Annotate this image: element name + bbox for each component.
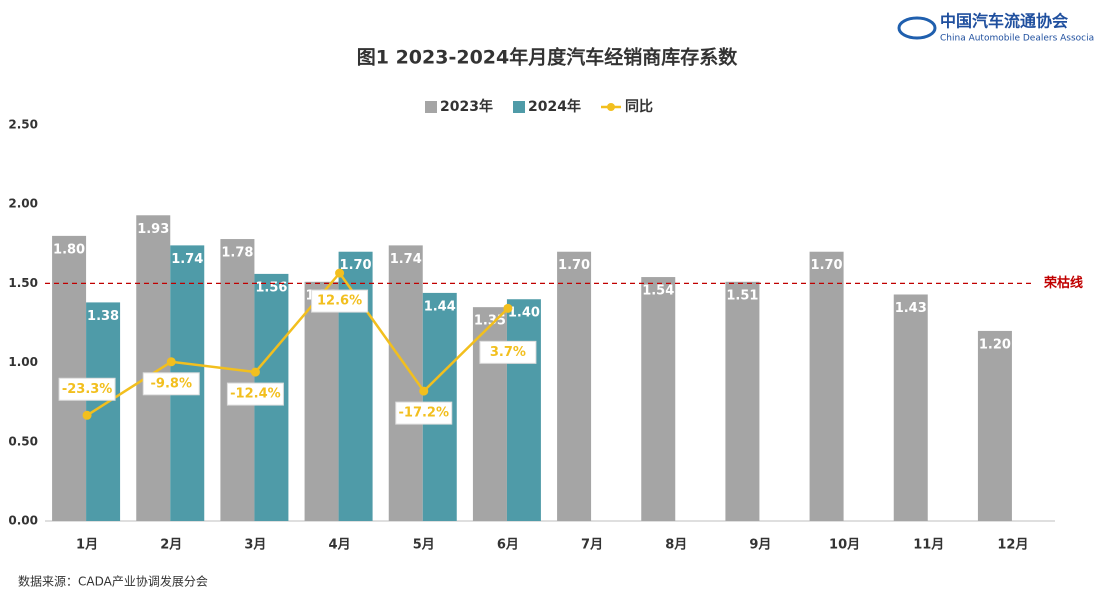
x-tick-label: 5月	[413, 538, 435, 553]
legend-swatch	[425, 101, 437, 113]
x-tick-label: 4月	[329, 538, 351, 553]
logo: 中国汽车流通协会 China Automobile Dealers Associ…	[897, 12, 1094, 44]
logo-name: 中国汽车流通协会	[940, 12, 1068, 31]
x-tick-label: 6月	[497, 538, 519, 553]
y-tick-label: 1.50	[8, 276, 38, 290]
x-tick-label: 9月	[749, 538, 771, 553]
label-box	[479, 340, 537, 364]
y-tick-label: 2.50	[8, 118, 38, 132]
bar-label: 1.93	[137, 222, 169, 237]
logo-icon	[897, 16, 937, 40]
bar	[557, 251, 592, 521]
legend-label: 同比	[625, 98, 653, 115]
label-box	[58, 377, 116, 401]
line-point	[250, 367, 260, 377]
x-tick-label: 3月	[244, 538, 266, 553]
line-label: -23.3%	[62, 382, 113, 397]
bar	[725, 281, 760, 521]
bar-label: 1.74	[390, 252, 422, 267]
y-tick-label: 1.00	[8, 355, 38, 369]
line-label: 3.7%	[490, 345, 526, 360]
line-label: -9.8%	[151, 376, 192, 391]
line-label: 12.6%	[317, 294, 362, 309]
legend-label: 2023年	[440, 98, 493, 115]
bar-label: 1.51	[726, 288, 758, 303]
bar-label: 1.70	[340, 258, 372, 273]
bar	[136, 215, 171, 521]
chart-title: 图1 2023-2024年月度汽车经销商库存系数	[357, 46, 738, 69]
legend-dot	[607, 103, 615, 111]
bar-label: 1.54	[642, 284, 674, 299]
bar	[641, 277, 676, 521]
bar-label: 1.20	[979, 337, 1011, 352]
line-point	[82, 410, 92, 420]
bar-label: 1.80	[53, 242, 85, 257]
x-tick-label: 7月	[581, 538, 603, 553]
legend-label: 2024年	[528, 98, 581, 115]
y-tick-label: 0.50	[8, 434, 38, 448]
logo-subname: China Automobile Dealers Association	[940, 34, 1094, 44]
line-point	[503, 303, 513, 313]
label-box	[395, 401, 453, 425]
bar-label: 1.40	[508, 306, 540, 321]
line-label: -12.4%	[230, 387, 281, 402]
line-point	[419, 386, 429, 396]
bar	[304, 281, 339, 521]
x-tick-label: 11月	[913, 538, 944, 553]
source: 数据来源：CADA产业协调发展分会	[18, 574, 208, 589]
bar-label: 1.43	[895, 301, 927, 316]
label-box	[226, 382, 284, 406]
y-tick-label: 2.00	[8, 197, 38, 211]
bar	[220, 239, 255, 521]
label-box	[311, 289, 369, 313]
bar-label: 1.74	[171, 252, 203, 267]
legend-swatch	[513, 101, 525, 113]
bar-label: 1.70	[558, 258, 590, 273]
bar-label: 1.38	[87, 309, 119, 324]
reference-label: 荣枯线	[1043, 275, 1083, 291]
bar	[977, 330, 1012, 521]
line	[86, 271, 509, 417]
y-tick-label: 0.00	[8, 514, 38, 528]
line-label: -17.2%	[399, 406, 450, 421]
label-box	[142, 372, 200, 396]
x-tick-label: 12月	[997, 538, 1028, 553]
x-tick-label: 8月	[665, 538, 687, 553]
line-point	[166, 357, 176, 367]
bar	[809, 251, 844, 521]
bar-label: 1.44	[424, 299, 456, 314]
bar-label: 1.56	[255, 280, 287, 295]
line-point	[335, 268, 345, 278]
x-tick-label: 1月	[76, 538, 98, 553]
bar	[893, 294, 928, 521]
bar	[506, 299, 541, 521]
bar-label: 1.78	[221, 246, 253, 261]
x-tick-label: 2月	[160, 538, 182, 553]
x-tick-label: 10月	[829, 538, 860, 553]
bar-label: 1.70	[811, 258, 843, 273]
